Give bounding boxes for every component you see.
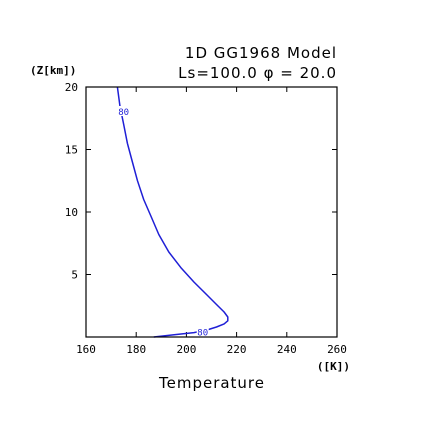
x-tick-label: 260	[327, 343, 347, 356]
plot-frame	[85, 86, 338, 338]
x-tick-label: 240	[277, 343, 297, 356]
temperature-profile-line	[116, 86, 229, 338]
x-tick-label: 200	[176, 343, 196, 356]
contour-label: 80	[118, 108, 129, 118]
contour-label: 80	[197, 329, 208, 339]
y-tick-label: 5	[71, 269, 78, 282]
x-axis-label: Temperature	[158, 374, 265, 392]
x-tick-label: 160	[76, 343, 96, 356]
y-axis-label: (Z[km])	[30, 64, 76, 77]
contour-label-background	[117, 106, 130, 116]
y-tick-label: 10	[65, 206, 78, 219]
chart-title: 1D GG1968 Model	[185, 44, 337, 62]
plot-area: 80 80	[116, 86, 229, 339]
contour-label-background	[196, 326, 209, 337]
y-tick-label: 20	[65, 81, 78, 94]
x-tick-label: 180	[126, 343, 146, 356]
chart-subtitle: Ls=100.0 φ = 20.0	[178, 64, 337, 82]
y-tick-label: 15	[65, 144, 78, 157]
axis-ticks: 160 180 200 220 240 260 5 10 15 20	[65, 81, 347, 356]
x-axis-unit: ([K])	[317, 360, 350, 373]
x-tick-label: 220	[227, 343, 247, 356]
